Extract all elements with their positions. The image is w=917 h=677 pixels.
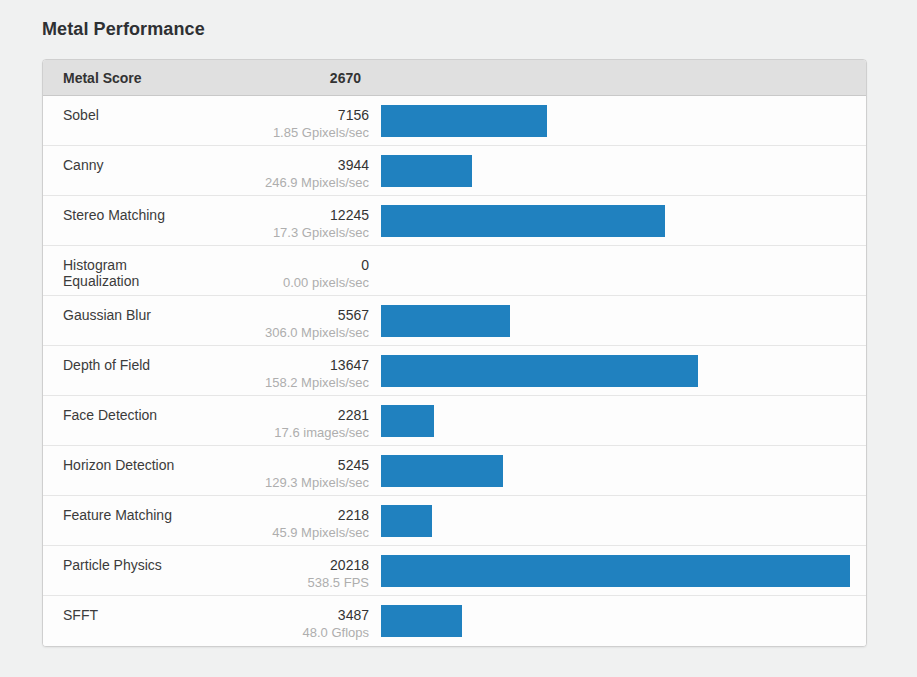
metal-performance-table: Metal Score 2670 Sobel 7156 1.85 Gpixels… [42,59,867,647]
benchmark-score: 7156 [193,107,369,123]
benchmark-score: 5245 [193,457,369,473]
benchmark-bar-cell [381,496,850,545]
benchmark-bar-cell [381,596,850,646]
table-header-score-label: Metal Score [43,70,193,86]
benchmark-bar-cell [381,546,850,595]
benchmark-name: Depth of Field [43,346,193,395]
benchmark-name: Feature Matching [43,496,193,545]
score-bar [381,455,503,487]
score-bar [381,355,698,387]
benchmark-name: Particle Physics [43,546,193,595]
table-row: Gaussian Blur 5567 306.0 Mpixels/sec [43,296,866,346]
table-header-score-value: 2670 [193,70,369,86]
table-row: Horizon Detection 5245 129.3 Mpixels/sec [43,446,866,496]
table-row: Stereo Matching 12245 17.3 Gpixels/sec [43,196,866,246]
score-bar [381,555,850,587]
table-row: Sobel 7156 1.85 Gpixels/sec [43,96,866,146]
table-row: Face Detection 2281 17.6 images/sec [43,396,866,446]
benchmark-score: 12245 [193,207,369,223]
benchmark-bar-cell [381,96,850,145]
score-bar [381,205,665,237]
benchmark-name: Face Detection [43,396,193,445]
benchmark-name: Histogram Equalization [43,246,193,295]
benchmark-score-cell: 12245 17.3 Gpixels/sec [193,196,369,245]
benchmark-name: Horizon Detection [43,446,193,495]
score-bar [381,105,547,137]
benchmark-score-cell: 5245 129.3 Mpixels/sec [193,446,369,495]
benchmark-name: Stereo Matching [43,196,193,245]
benchmark-score-cell: 0 0.00 pixels/sec [193,246,369,295]
benchmark-bar-cell [381,296,850,345]
benchmark-score: 2281 [193,407,369,423]
benchmark-rate: 1.85 Gpixels/sec [193,125,369,140]
benchmark-score: 3944 [193,157,369,173]
benchmark-score-cell: 3487 48.0 Gflops [193,596,369,646]
table-row: Histogram Equalization 0 0.00 pixels/sec [43,246,866,296]
score-bar [381,155,472,187]
table-body: Sobel 7156 1.85 Gpixels/sec Canny 3944 2… [43,96,866,646]
score-bar [381,605,462,637]
benchmark-name: Gaussian Blur [43,296,193,345]
benchmark-name: Canny [43,146,193,195]
benchmark-score-cell: 2281 17.6 images/sec [193,396,369,445]
benchmark-score-cell: 20218 538.5 FPS [193,546,369,595]
benchmark-score: 5567 [193,307,369,323]
benchmark-bar-cell [381,146,850,195]
page-title: Metal Performance [42,19,867,40]
table-row: Feature Matching 2218 45.9 Mpixels/sec [43,496,866,546]
benchmark-rate: 129.3 Mpixels/sec [193,475,369,490]
benchmark-bar-cell [381,446,850,495]
benchmark-rate: 158.2 Mpixels/sec [193,375,369,390]
benchmark-score-cell: 3944 246.9 Mpixels/sec [193,146,369,195]
metal-performance-section: Metal Performance Metal Score 2670 Sobel… [42,19,867,647]
benchmark-score-cell: 13647 158.2 Mpixels/sec [193,346,369,395]
benchmark-name: SFFT [43,596,193,646]
benchmark-rate: 538.5 FPS [193,575,369,590]
score-bar [381,505,432,537]
benchmark-rate: 246.9 Mpixels/sec [193,175,369,190]
table-header-bar-spacer [381,73,850,82]
benchmark-rate: 48.0 Gflops [193,625,369,640]
benchmark-rate: 306.0 Mpixels/sec [193,325,369,340]
table-row: Depth of Field 13647 158.2 Mpixels/sec [43,346,866,396]
benchmark-score: 13647 [193,357,369,373]
benchmark-rate: 0.00 pixels/sec [193,275,369,290]
benchmark-bar-cell [381,346,850,395]
benchmark-score: 3487 [193,607,369,623]
score-bar [381,405,434,437]
table-row: Canny 3944 246.9 Mpixels/sec [43,146,866,196]
table-row: Particle Physics 20218 538.5 FPS [43,546,866,596]
benchmark-rate: 17.3 Gpixels/sec [193,225,369,240]
benchmark-score: 0 [193,257,369,273]
benchmark-bar-cell [381,396,850,445]
benchmark-name: Sobel [43,96,193,145]
table-row: SFFT 3487 48.0 Gflops [43,596,866,646]
benchmark-score-cell: 5567 306.0 Mpixels/sec [193,296,369,345]
benchmark-score: 2218 [193,507,369,523]
benchmark-bar-cell [381,196,850,245]
score-bar [381,305,510,337]
benchmark-score: 20218 [193,557,369,573]
benchmark-rate: 17.6 images/sec [193,425,369,440]
benchmark-score-cell: 7156 1.85 Gpixels/sec [193,96,369,145]
benchmark-rate: 45.9 Mpixels/sec [193,525,369,540]
table-header-row: Metal Score 2670 [43,60,866,96]
benchmark-bar-cell [381,246,850,295]
benchmark-score-cell: 2218 45.9 Mpixels/sec [193,496,369,545]
